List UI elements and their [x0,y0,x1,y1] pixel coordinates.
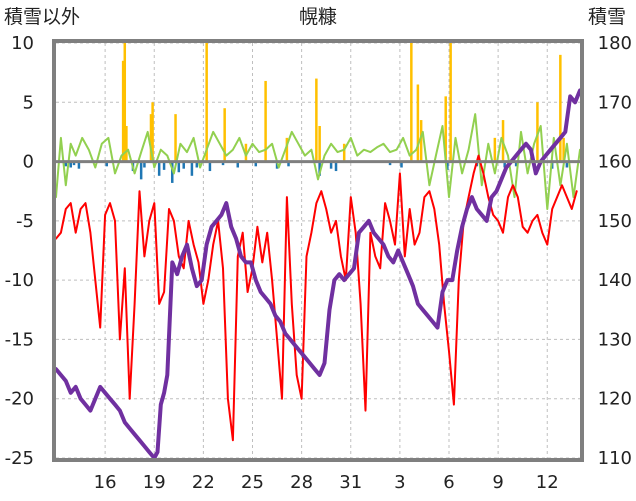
right-tick-label: 140 [598,270,632,291]
blue-bar [388,161,392,166]
x-tick-label: 6 [443,472,454,493]
blue-bar [400,161,403,168]
blue-bar [329,161,333,169]
left-tick-label: 10 [11,33,34,54]
blue-bar [503,161,506,168]
blue-bar [190,161,194,176]
blue-bar [195,161,199,168]
orange-bar [151,102,154,162]
blue-bar [182,161,185,169]
x-tick-label: 19 [143,472,166,493]
right-tick-label: 120 [598,389,632,410]
right-tick-label: 110 [598,448,632,469]
orange-bar [559,54,562,162]
orange-bar [562,137,565,162]
blue-bar [565,161,569,168]
blue-bar [64,161,68,167]
x-tick-label: 31 [339,472,362,493]
orange-bar [410,43,413,162]
orange-bar [342,143,346,162]
blue-bar [157,161,161,176]
blue-bar [69,161,72,168]
left-tick-label: -10 [5,270,34,291]
blue-bar [143,161,146,168]
orange-bar [536,102,539,162]
orange-bar [285,137,289,162]
left-tick-label: -25 [5,448,34,469]
left-tick-label: -20 [5,389,34,410]
blue-bar [221,161,225,166]
orange-bar [444,96,447,162]
right-tick-label: 170 [598,92,632,113]
chart-title: 幌糠 [299,5,337,28]
x-tick-label: 28 [290,472,313,493]
blue-bar [318,161,321,176]
blue-bar [254,161,258,167]
blue-bar [177,161,181,173]
blue-bar [236,161,240,168]
blue-bar [287,161,290,167]
orange-bar [493,137,497,162]
purple-series-line [54,88,582,460]
left-tick-label: 0 [23,152,34,173]
orange-bar [264,80,267,162]
orange-bar [174,114,177,162]
blue-bar [162,161,166,170]
blue-bar [334,161,338,172]
x-tick-label: 16 [94,472,117,493]
orange-bar [205,43,208,162]
orange-bar [125,126,128,162]
orange-bar [449,43,452,162]
right-tick-label: 150 [598,211,632,232]
right-tick-label: 130 [598,329,632,350]
blue-bar [446,161,449,170]
gridlines [56,42,580,459]
blue-bar [139,161,143,180]
blue-bar [514,161,518,167]
orange-bar [419,120,423,162]
left-tick-label: -15 [5,329,34,350]
orange-bar [244,143,248,162]
x-tick-label: 9 [492,472,503,493]
left-axis-label: 積雪以外 [4,6,80,28]
blue-bar [72,161,76,166]
right-tick-label: 160 [598,152,632,173]
x-tick-label: 3 [394,472,405,493]
orange-bar [416,84,420,162]
blue-bar [171,161,174,183]
orange-bar [123,43,127,162]
axis-ticks: 10 5 0 -5 -10 -15 -20 -25 180 170 160 150 140 130 120 1… [5,33,632,493]
left-tick-label: 5 [23,92,34,113]
x-tick-label: 25 [241,472,264,493]
blue-bar [105,161,109,167]
orange-bar [149,114,153,162]
orange-bar [315,78,318,162]
x-tick-label: 12 [536,472,559,493]
blue-bar [77,161,81,169]
plot-area [54,43,582,460]
orange-bar [223,108,226,162]
plot-frame [52,39,584,462]
x-tick-label: 22 [192,472,215,493]
orange-bar [121,60,125,162]
orange-bar [318,126,321,162]
blue-bar [208,161,212,172]
right-tick-label: 180 [598,33,632,54]
right-axis-label: 積雪 [588,6,626,28]
left-tick-label: -5 [16,211,34,232]
